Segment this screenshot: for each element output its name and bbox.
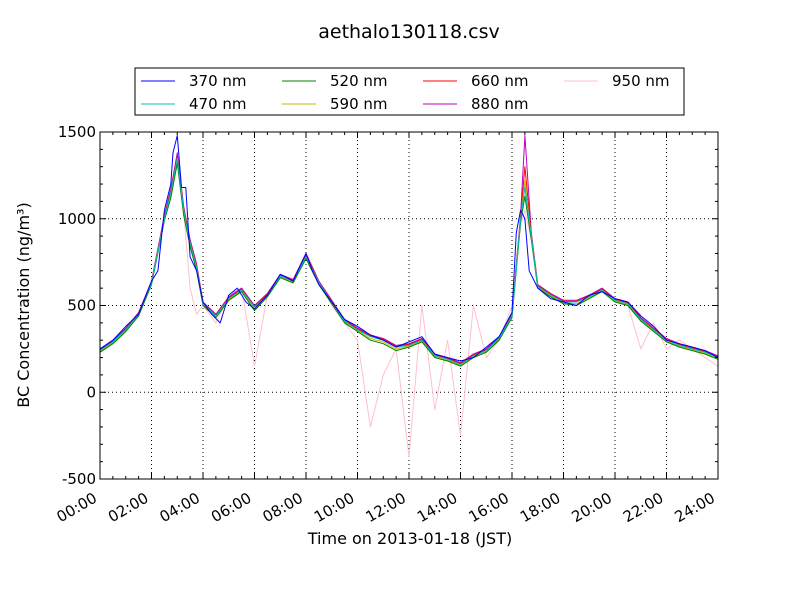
- y-tick-label: 1500: [58, 123, 96, 141]
- legend-item: 660 nm: [423, 72, 529, 90]
- legend-label: 590 nm: [330, 95, 388, 113]
- legend-label: 520 nm: [330, 72, 388, 90]
- x-tick-label: 08:00: [260, 489, 306, 526]
- x-tick-label: 12:00: [363, 489, 409, 526]
- legend-label: 370 nm: [189, 72, 247, 90]
- x-tick-label: 00:00: [54, 489, 100, 526]
- x-tick-labels: 00:00 02:00 04:00 06:00 08:00 10:00 12:00 14:00…: [54, 489, 718, 526]
- legend: 370 nm 470 nm 520 nm 590 nm 660 nm 880 nm 950 …: [134, 67, 685, 116]
- series-line-950-nm: [99, 157, 719, 457]
- x-tick-label: 04:00: [157, 489, 203, 526]
- legend-item: 370 nm: [141, 72, 247, 90]
- legend-item: 950 nm: [564, 72, 670, 90]
- x-tick-label: 06:00: [208, 489, 254, 526]
- x-tick-label: 02:00: [105, 489, 151, 526]
- y-tick-label: 1000: [58, 210, 96, 228]
- x-tick-label: 20:00: [569, 489, 615, 526]
- legend-item: 880 nm: [423, 95, 529, 113]
- x-tick-label: 22:00: [620, 489, 666, 526]
- chart-title: aethalo130118.csv: [318, 21, 500, 43]
- y-tick-labels: -500 0 500 1000 1500: [58, 123, 96, 488]
- legend-frame: [134, 67, 685, 116]
- x-tick-label: 18:00: [517, 489, 563, 526]
- x-tick-label: 14:00: [414, 489, 460, 526]
- x-axis-label: Time on 2013-01-18 (JST): [307, 529, 512, 548]
- axis-ticks: [99, 131, 719, 480]
- series-lines: [99, 135, 719, 457]
- series-line-370-nm: [99, 135, 719, 362]
- x-tick-label: 10:00: [311, 489, 357, 526]
- x-tick-label: 16:00: [466, 489, 512, 526]
- y-tick-label: 0: [86, 383, 96, 401]
- legend-item: 520 nm: [282, 72, 388, 90]
- grid: [100, 132, 718, 479]
- y-tick-label: -500: [62, 470, 96, 488]
- legend-label: 470 nm: [189, 95, 247, 113]
- legend-item: 470 nm: [141, 95, 247, 113]
- legend-item: 590 nm: [282, 95, 388, 113]
- y-axis-label: BC Concentration (ng/m³): [14, 202, 33, 407]
- legend-label: 660 nm: [471, 72, 529, 90]
- x-tick-label: 24:00: [672, 489, 718, 526]
- legend-label: 880 nm: [471, 95, 529, 113]
- legend-label: 950 nm: [612, 72, 670, 90]
- y-tick-label: 500: [67, 297, 96, 315]
